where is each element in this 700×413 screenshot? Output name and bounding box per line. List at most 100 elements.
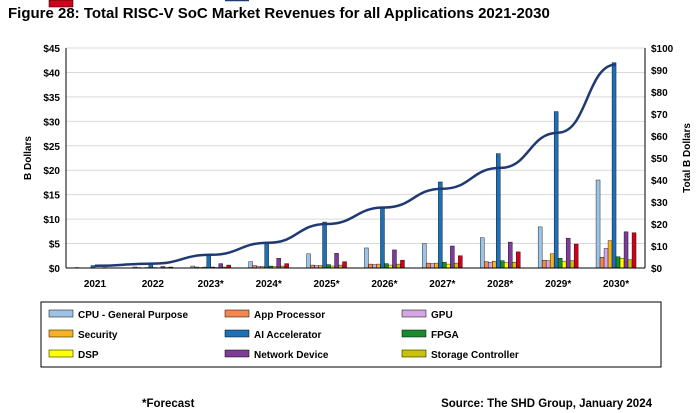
bar — [561, 260, 567, 269]
bar — [426, 262, 431, 269]
bar — [434, 262, 439, 269]
bar — [380, 207, 385, 269]
x-tick-label: 2029* — [545, 279, 571, 290]
bar — [384, 263, 389, 269]
x-tick-label: 2025* — [313, 279, 339, 290]
bar — [276, 258, 281, 269]
bar — [504, 262, 509, 269]
y2-tick-label: $50 — [651, 154, 668, 165]
bar — [619, 258, 625, 269]
y2-tick-label: $90 — [651, 66, 668, 77]
x-tick-label: 2026* — [371, 279, 397, 290]
bar — [573, 243, 579, 269]
legend-swatch — [48, 309, 74, 318]
bar — [284, 263, 289, 269]
y2-tick-label: $80 — [651, 88, 668, 99]
legend-swatch — [401, 329, 427, 338]
bar — [599, 257, 605, 269]
y-axis-title: B Dollars — [23, 136, 34, 180]
y2-tick-label: $40 — [651, 176, 668, 187]
legend-label: Network Device — [254, 350, 329, 361]
bar — [545, 260, 551, 269]
legend-swatch — [224, 349, 250, 358]
bar — [342, 261, 347, 269]
bar — [430, 263, 435, 269]
bar — [492, 260, 497, 269]
bar — [450, 245, 455, 269]
bar — [364, 247, 369, 269]
y-tick-label: $15 — [43, 191, 60, 202]
x-tick-label: 2022 — [142, 279, 165, 290]
legend-label: DSP — [78, 350, 99, 361]
bar — [508, 241, 513, 269]
legend-swatch — [401, 349, 427, 358]
bar — [595, 179, 601, 269]
legend-swatch — [224, 329, 250, 338]
y-tick-label: $20 — [43, 166, 60, 177]
legend-swatch — [224, 309, 250, 318]
bar — [422, 243, 427, 269]
x-tick-label: 2023* — [198, 279, 224, 290]
y2-tick-label: $70 — [651, 110, 668, 121]
x-tick-label: 2028* — [487, 279, 513, 290]
x-tick-label: 2021 — [84, 279, 107, 290]
legend-label: Security — [78, 330, 118, 341]
forecast-footnote: *Forecast — [142, 398, 195, 410]
bar — [206, 254, 211, 269]
y2-axis-title: Total B Dollars — [682, 123, 693, 193]
y-tick-label: $5 — [49, 240, 61, 251]
legend-box — [40, 301, 662, 368]
y-tick-label: $25 — [43, 142, 60, 153]
bar — [603, 248, 609, 269]
legend-label: Total — [254, 0, 277, 3]
bar — [392, 249, 397, 269]
legend-label: Storage Controller — [431, 350, 519, 361]
bar — [442, 261, 447, 269]
bar — [631, 232, 637, 269]
y2-tick-label: $20 — [651, 220, 668, 231]
y2-tick-label: $10 — [651, 242, 668, 253]
bar — [569, 260, 575, 269]
bar — [627, 259, 633, 269]
bar — [400, 259, 405, 269]
bar — [565, 237, 571, 269]
legend-label: CPU - General Purpose — [78, 310, 188, 321]
y-tick-label: $40 — [43, 68, 60, 79]
bar — [496, 153, 501, 269]
y2-tick-label: $0 — [651, 264, 663, 275]
bar — [557, 258, 563, 269]
chart-title: Figure 28: Total RISC-V SoC Market Reven… — [8, 5, 550, 22]
bar — [264, 241, 269, 269]
y-tick-label: $0 — [49, 264, 61, 275]
legend-swatch — [401, 309, 427, 318]
bar — [306, 253, 311, 269]
y2-tick-label: $60 — [651, 132, 668, 143]
legend-label: FPGA — [431, 330, 459, 341]
legend-label: AI Accelerator — [254, 330, 322, 341]
y-tick-label: $45 — [43, 44, 60, 55]
bar — [372, 264, 377, 269]
legend-label: GPU — [431, 310, 453, 321]
bar — [549, 253, 555, 269]
bar — [218, 263, 223, 269]
bar — [607, 240, 613, 269]
bar — [541, 259, 547, 269]
legend-swatch — [48, 0, 74, 8]
bar — [446, 263, 451, 269]
bar — [454, 262, 459, 269]
legend-label: MCU — [78, 0, 101, 3]
bar — [480, 237, 485, 269]
bar — [438, 181, 443, 269]
bar — [248, 261, 253, 269]
x-tick-label: 2030* — [603, 279, 629, 290]
bar — [615, 256, 621, 269]
legend-swatch — [48, 349, 74, 358]
bar — [376, 263, 381, 269]
bar — [537, 226, 543, 269]
y2-tick-label: $30 — [651, 198, 668, 209]
bar — [326, 264, 331, 269]
bar — [334, 253, 339, 269]
legend-swatch — [48, 329, 74, 338]
y2-tick-label: $100 — [651, 44, 674, 55]
